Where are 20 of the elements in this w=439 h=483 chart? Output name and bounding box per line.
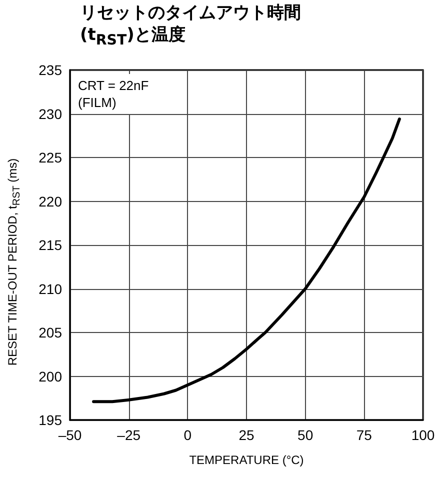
x-tick-label: 25 bbox=[238, 427, 254, 443]
x-tick-label: –50 bbox=[58, 427, 82, 443]
x-tick-label: 100 bbox=[411, 427, 435, 443]
x-tick-label: 75 bbox=[356, 427, 372, 443]
y-tick-label: 235 bbox=[38, 62, 62, 78]
y-tick-label: 200 bbox=[38, 368, 62, 384]
x-axis-title: TEMPERATURE (°C) bbox=[189, 453, 304, 467]
x-tick-label: –25 bbox=[117, 427, 141, 443]
line-series bbox=[92, 118, 401, 404]
y-tick-label: 210 bbox=[38, 280, 62, 297]
y-tick-label: 195 bbox=[38, 412, 62, 428]
chart-title: リセットのタイムアウト時間 (t$_{RST}$)と温度 bbox=[80, 2, 301, 50]
y-tick-label: 230 bbox=[38, 106, 62, 122]
annotation: CRT = 22nF (FILM) bbox=[78, 78, 149, 110]
y-tick-label: 225 bbox=[38, 150, 62, 166]
x-tick-label: 0 bbox=[184, 427, 192, 443]
y-tick-label: 215 bbox=[38, 237, 62, 253]
y-tick-label: 205 bbox=[38, 324, 62, 340]
x-tick-label: 50 bbox=[298, 427, 314, 443]
y-tick-label: 220 bbox=[38, 193, 62, 210]
